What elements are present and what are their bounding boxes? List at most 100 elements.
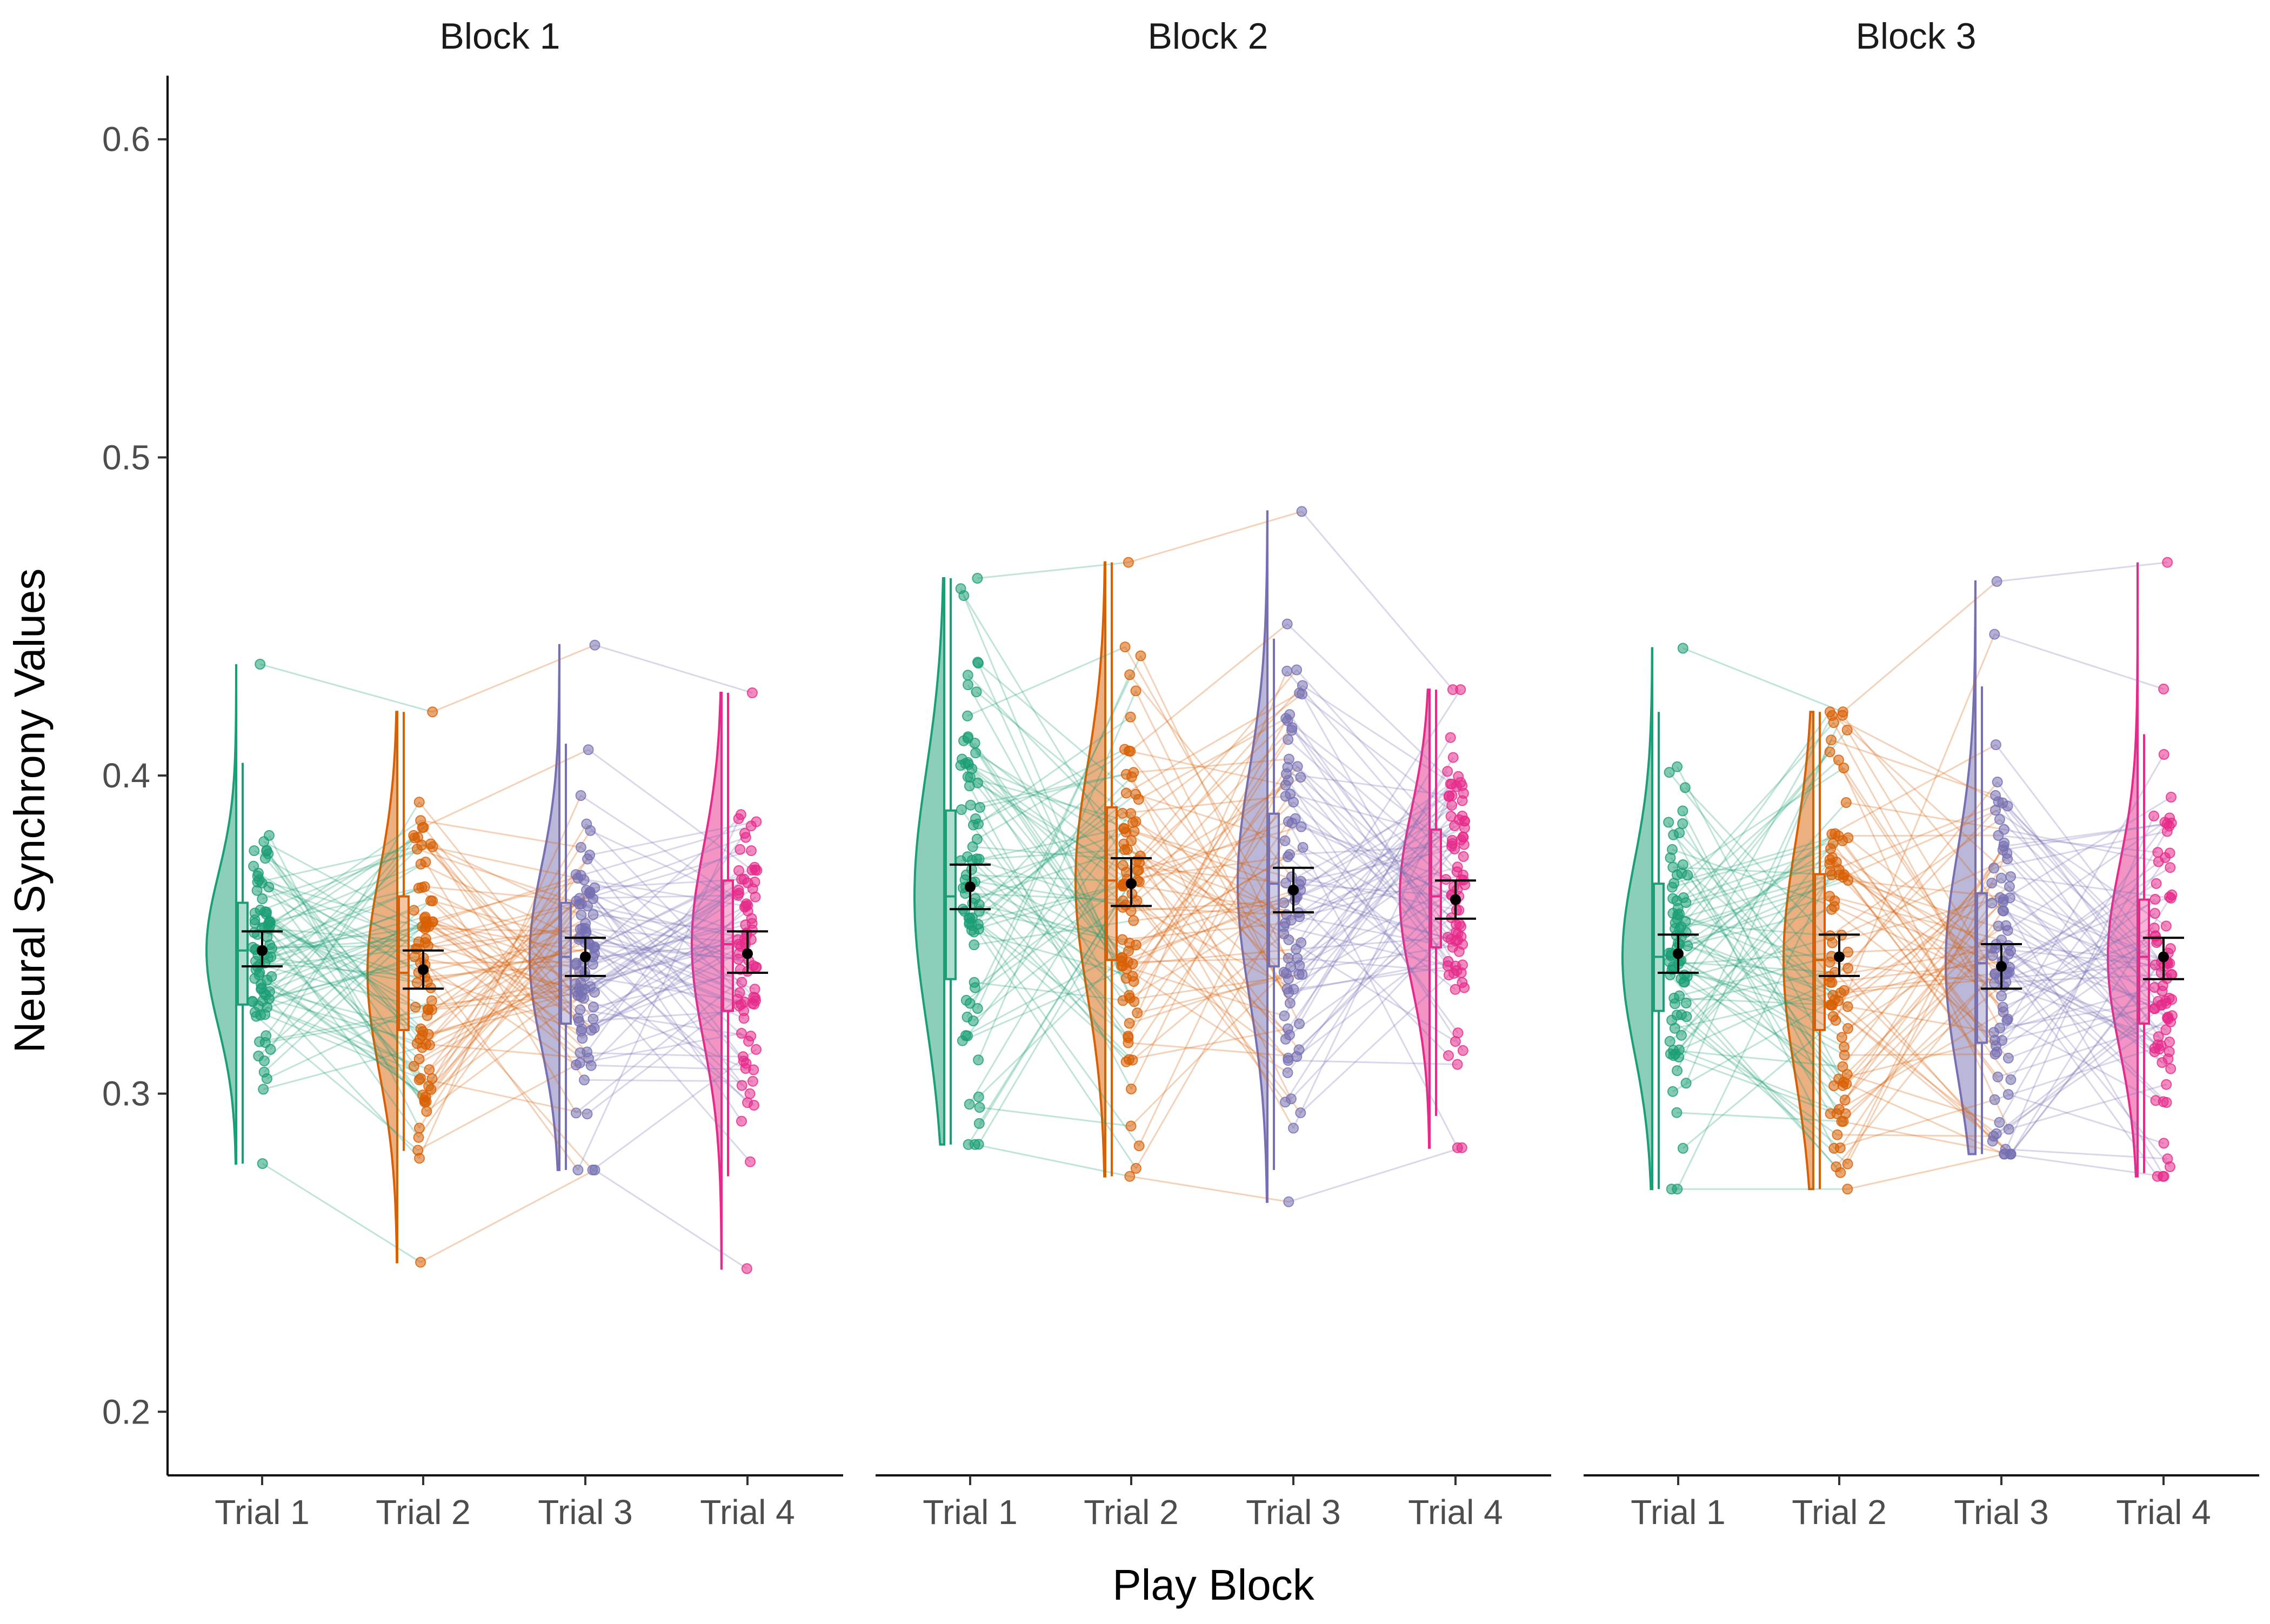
participant-line — [1995, 1007, 2155, 1135]
data-point — [960, 1030, 971, 1041]
participant-line — [428, 823, 587, 1087]
participant-line — [422, 874, 582, 927]
data-point — [1279, 1010, 1290, 1021]
participant-line — [1994, 633, 2164, 690]
data-point — [2002, 1052, 2014, 1064]
data-point — [2166, 792, 2176, 803]
participant-line — [585, 931, 755, 1005]
participant-line — [417, 837, 579, 1019]
participant-line — [974, 1144, 1130, 1178]
participant-line — [589, 943, 739, 960]
participant-line — [269, 844, 423, 992]
participant-line — [1286, 943, 1463, 974]
participant-line — [423, 937, 580, 973]
participant-line — [1679, 955, 1832, 997]
box-iqr — [1106, 806, 1118, 961]
participant-line — [575, 967, 757, 1114]
participant-line — [1678, 863, 1830, 910]
participant-line — [1290, 924, 1457, 1100]
participant-line — [584, 892, 739, 990]
participant-line — [1289, 917, 1452, 1036]
participant-line — [270, 801, 420, 1050]
data-point — [1296, 821, 1307, 832]
data-point — [1679, 782, 1691, 793]
data-point — [1842, 963, 1854, 974]
data-point — [2158, 1138, 2169, 1149]
participant-line — [976, 858, 1131, 999]
participant-line — [967, 738, 1127, 979]
participant-line — [432, 921, 581, 1011]
y-tick-label: 0.6 — [102, 120, 150, 159]
participant-line — [259, 827, 423, 1016]
x-tick-label: Trial 4 — [1408, 1493, 1503, 1532]
participant-line — [1678, 1056, 1838, 1115]
participant-line — [263, 1044, 430, 1090]
participant-line — [262, 957, 424, 1002]
participant-line — [270, 909, 415, 958]
participant-line — [589, 891, 751, 1094]
participant-line — [580, 1052, 743, 1058]
participant-line — [256, 1015, 419, 1151]
participant-line — [1129, 890, 1293, 944]
participant-line — [1122, 885, 1290, 1036]
participant-line — [1834, 900, 2010, 968]
data-point — [973, 1091, 984, 1102]
data-point — [1279, 918, 1291, 929]
participant-line — [575, 881, 756, 985]
participant-line — [265, 851, 428, 1112]
participant-line — [580, 914, 740, 994]
participant-line — [1677, 908, 1832, 948]
participant-line — [585, 848, 740, 925]
participant-line — [424, 898, 580, 1101]
participant-line — [418, 795, 582, 1159]
participant-line — [971, 859, 1130, 1024]
participant-line — [1138, 881, 1289, 1061]
data-point — [1130, 816, 1141, 827]
participant-line — [1671, 954, 1845, 1048]
participant-line — [270, 887, 419, 923]
participant-line — [1124, 646, 1285, 927]
participant-line — [1679, 1049, 1846, 1115]
participant-line — [1122, 922, 1285, 940]
data-point — [1120, 866, 1132, 878]
participant-line — [425, 932, 587, 1102]
data-point — [1678, 977, 1690, 988]
participant-line — [1999, 825, 2170, 1123]
data-point — [1453, 771, 1464, 782]
data-point — [736, 1080, 747, 1091]
participant-line — [2003, 796, 2172, 900]
participant-line — [1667, 821, 1835, 1149]
participant-line — [431, 904, 580, 1079]
data-point — [962, 670, 973, 681]
participant-line — [268, 853, 418, 1044]
data-point — [1135, 650, 1146, 661]
participant-line — [1289, 816, 1452, 1004]
participant-line — [1998, 925, 2155, 1010]
participant-line — [1999, 897, 2164, 987]
data-point — [1825, 930, 1836, 941]
participant-line — [1682, 864, 1831, 1114]
participant-line — [1834, 833, 1997, 1046]
data-point — [415, 858, 426, 870]
data-point — [1130, 1162, 1141, 1174]
participant-line — [579, 939, 738, 990]
data-point — [1129, 996, 1140, 1007]
participant-line — [978, 776, 1132, 930]
data-point — [1990, 739, 2001, 750]
data-point — [1291, 1051, 1303, 1062]
participant-line — [586, 823, 755, 998]
data-point — [1842, 1023, 1853, 1034]
participant-line — [429, 874, 577, 1071]
participant-line — [969, 785, 1132, 1090]
data-point — [1281, 665, 1293, 677]
data-point — [1842, 946, 1854, 958]
data-point — [1451, 919, 1461, 930]
participant-line — [432, 900, 589, 944]
participant-line — [968, 764, 1128, 880]
data-point — [2148, 1003, 2160, 1014]
data-point — [1674, 1044, 1685, 1055]
participant-line — [420, 1169, 596, 1263]
participant-line — [974, 848, 1125, 900]
data-point — [1996, 991, 2007, 1001]
participant-line — [590, 830, 747, 905]
